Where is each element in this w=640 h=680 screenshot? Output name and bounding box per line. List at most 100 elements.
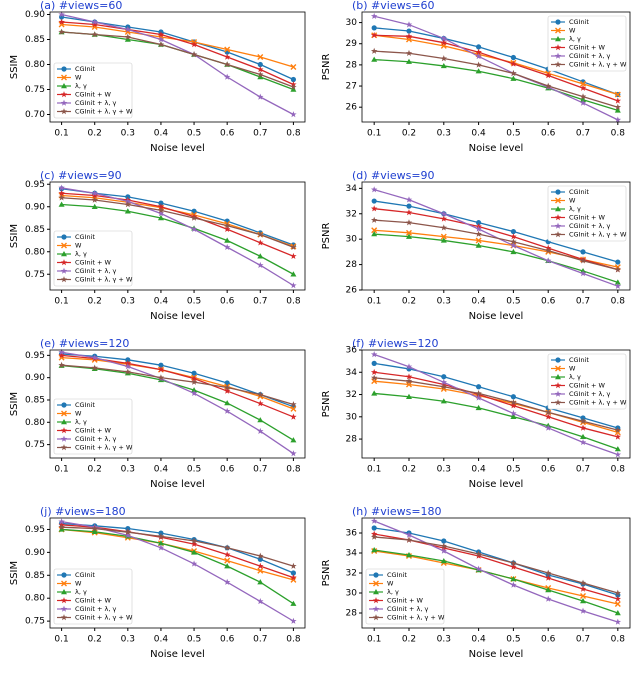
marker xyxy=(190,225,198,232)
marker xyxy=(223,73,231,80)
marker xyxy=(614,601,621,607)
x-tick-label: 0.2 xyxy=(402,465,416,475)
x-tick-label: 0.6 xyxy=(541,129,556,139)
x-tick-label: 0.3 xyxy=(121,129,135,139)
legend-label: CGInit + W xyxy=(75,427,112,435)
marker xyxy=(510,410,517,417)
x-tick-label: 0.1 xyxy=(54,297,68,307)
marker xyxy=(405,377,413,384)
marker xyxy=(290,271,297,277)
marker xyxy=(440,62,447,69)
legend-label: CGInit xyxy=(75,571,95,579)
x-tick-label: 0.4 xyxy=(154,297,169,307)
marker xyxy=(475,53,482,60)
marker xyxy=(124,197,132,205)
marker xyxy=(440,35,448,42)
series-line xyxy=(374,219,618,271)
marker xyxy=(614,618,622,625)
marker xyxy=(124,359,132,367)
x-tick-label: 0.4 xyxy=(471,297,486,307)
marker xyxy=(157,374,165,381)
marker xyxy=(124,201,132,208)
marker xyxy=(440,383,448,390)
legend-label: CGInit + W xyxy=(75,91,112,99)
series-line xyxy=(61,188,294,246)
marker xyxy=(257,598,264,605)
marker xyxy=(191,387,198,393)
series-line xyxy=(374,200,619,263)
marker xyxy=(257,74,264,80)
marker xyxy=(91,528,98,534)
x-tick-label: 0.1 xyxy=(367,129,381,139)
x-tick-label: 0.3 xyxy=(121,465,135,475)
marker xyxy=(157,210,165,217)
x-tick-label: 0.7 xyxy=(576,465,590,475)
marker xyxy=(370,47,378,54)
series-line xyxy=(374,377,618,431)
marker xyxy=(580,593,587,599)
x-tick-label: 0.5 xyxy=(506,465,520,475)
marker xyxy=(405,36,412,43)
marker xyxy=(510,248,517,255)
y-tick-label: 0.85 xyxy=(25,225,45,235)
legend-marker xyxy=(555,19,561,25)
legend-label: CGInit xyxy=(387,571,407,579)
marker xyxy=(91,18,98,25)
y-tick-label: 0.80 xyxy=(25,247,45,257)
marker xyxy=(579,607,587,614)
marker xyxy=(190,375,198,382)
marker xyxy=(257,253,264,259)
x-axis-label: Noise level xyxy=(150,479,205,490)
marker xyxy=(124,208,131,214)
subplot: (a) #views=60 0.70 0.75 0.80 0.85 0.90 0.1 0.2 0… xyxy=(9,0,306,154)
legend-marker xyxy=(555,365,561,372)
marker xyxy=(405,49,413,56)
series-line xyxy=(374,208,619,271)
x-tick-label: 0.8 xyxy=(611,635,626,645)
subplot: (f) #views=120 28 30 32 34 36 0.1 0.2 0.3 0.4 0.5 0… xyxy=(321,337,631,490)
marker xyxy=(91,525,98,532)
subplot-title: (b) #views=60 xyxy=(352,0,435,12)
legend-marker xyxy=(554,390,562,397)
marker xyxy=(614,595,622,602)
marker xyxy=(370,205,378,212)
marker xyxy=(157,532,165,540)
y-tick-label: 30 xyxy=(346,589,358,599)
y-tick-label: 32 xyxy=(346,569,357,579)
marker xyxy=(370,186,378,193)
y-tick-label: 28 xyxy=(346,435,358,445)
marker xyxy=(614,91,621,98)
marker xyxy=(440,378,448,386)
x-tick-label: 0.1 xyxy=(54,129,68,139)
x-tick-label: 0.8 xyxy=(286,129,301,139)
marker xyxy=(257,427,264,434)
x-tick-label: 0.1 xyxy=(367,297,381,307)
x-axis-label: Noise level xyxy=(150,649,205,660)
marker xyxy=(405,233,412,239)
legend-marker xyxy=(555,357,561,363)
legend-label: CGInit + λ, γ xyxy=(75,605,117,613)
y-tick-label: 30 xyxy=(346,18,358,28)
marker xyxy=(545,587,552,593)
marker xyxy=(475,552,482,559)
y-tick-label: 29 xyxy=(346,39,358,49)
x-tick-label: 0.1 xyxy=(367,635,381,645)
legend-marker xyxy=(60,444,68,451)
legend-label: W xyxy=(569,197,576,205)
marker xyxy=(91,21,98,28)
legend-label: CGInit + W xyxy=(75,259,112,267)
x-tick-label: 0.1 xyxy=(367,465,381,475)
x-tick-label: 0.3 xyxy=(437,297,451,307)
legend-marker xyxy=(372,605,380,612)
marker xyxy=(440,55,448,62)
x-axis-label: Noise level xyxy=(150,311,205,322)
marker xyxy=(510,576,517,582)
marker xyxy=(290,413,297,420)
legend-marker xyxy=(61,234,67,240)
legend-label: CGInit + λ, γ xyxy=(569,222,611,230)
legend-marker xyxy=(60,267,68,274)
